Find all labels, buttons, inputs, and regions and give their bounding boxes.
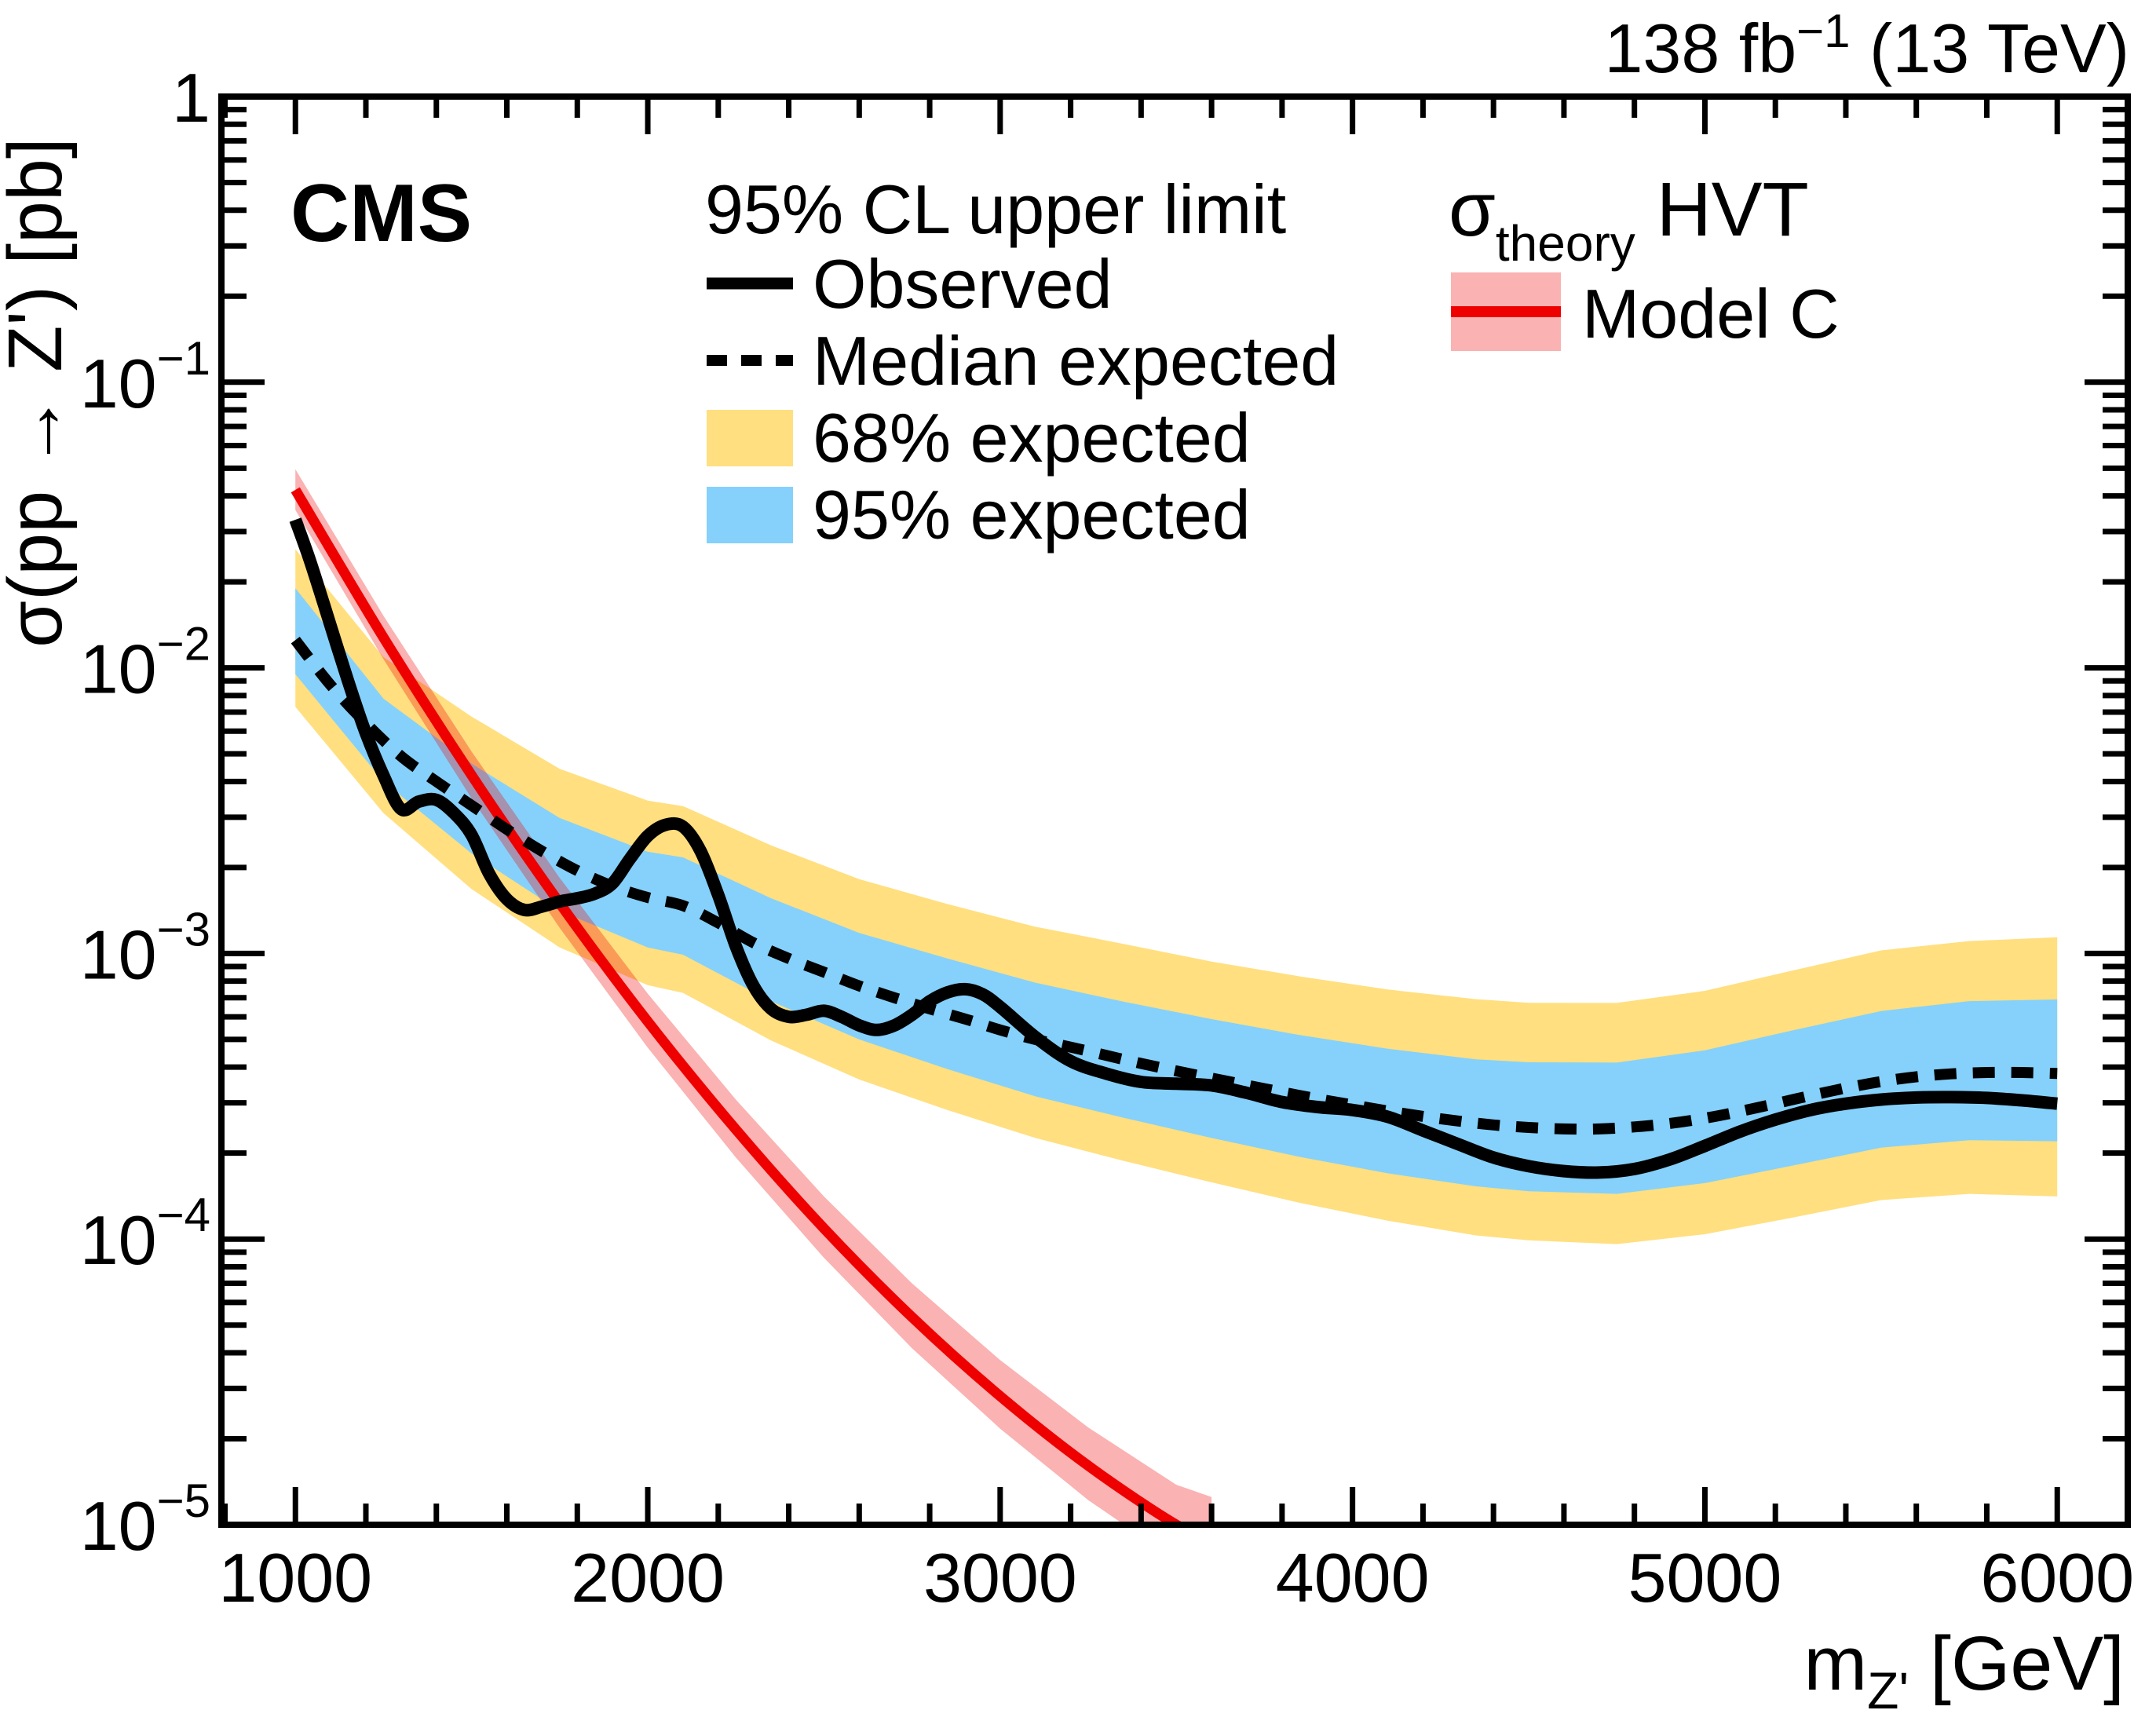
frame-rect — [218, 93, 2131, 1528]
theory-curve-group — [291, 469, 1212, 1525]
limit-curves-group — [289, 517, 2058, 1179]
plot-frame — [218, 93, 2131, 1528]
legend-theory-title: σtheory HVT — [1449, 166, 1809, 272]
axis-ticks — [221, 97, 2128, 1525]
luminosity-label: 138 fb−1 (13 TeV) — [1604, 5, 2129, 87]
y-tick-label: 10−5 — [80, 1474, 210, 1565]
y-tick-label: 1 — [172, 59, 210, 137]
median-expected-line — [291, 636, 2058, 1135]
legend-95-label: 95% expected — [813, 476, 1251, 554]
observed-line — [289, 517, 2058, 1179]
x-tick-label: 5000 — [1628, 1539, 1782, 1617]
x-tick-label: 2000 — [571, 1539, 725, 1617]
legend-observed-label: Observed — [813, 245, 1113, 323]
x-tick-label: 4000 — [1276, 1539, 1430, 1617]
legend-title: 95% CL upper limit — [705, 170, 1286, 248]
theory-line-model-c — [291, 487, 1188, 1525]
legend-68-label: 68% expected — [813, 399, 1251, 477]
x-tick-labels: 1000 2000 3000 4000 5000 6000 — [218, 1539, 2134, 1617]
x-tick-label: 1000 — [218, 1539, 372, 1617]
legend-model-c-label: Model C — [1582, 275, 1840, 353]
legend: 95% CL upper limit Observed Median expec… — [705, 166, 1840, 554]
x-tick-label: 6000 — [1980, 1539, 2134, 1617]
legend-median-label: Median expected — [813, 322, 1339, 400]
x-tick-label: 3000 — [923, 1539, 1077, 1617]
cms-logo: CMS — [291, 168, 472, 259]
x-axis-title: mZ' [GeV] — [1803, 1621, 2125, 1719]
y-tick-label: 10−4 — [80, 1189, 210, 1279]
y-tick-label: 10−1 — [80, 332, 210, 422]
y-axis-title: σ(pp → Z') [pb] — [0, 137, 78, 648]
y-tick-label: 10−2 — [80, 618, 210, 708]
legend-68-band-swatch — [707, 410, 793, 466]
legend-95-band-swatch — [707, 487, 793, 543]
y-tick-labels: 1 10−1 10−2 10−3 10−4 10−5 — [80, 59, 210, 1565]
y-tick-label: 10−3 — [80, 903, 210, 993]
